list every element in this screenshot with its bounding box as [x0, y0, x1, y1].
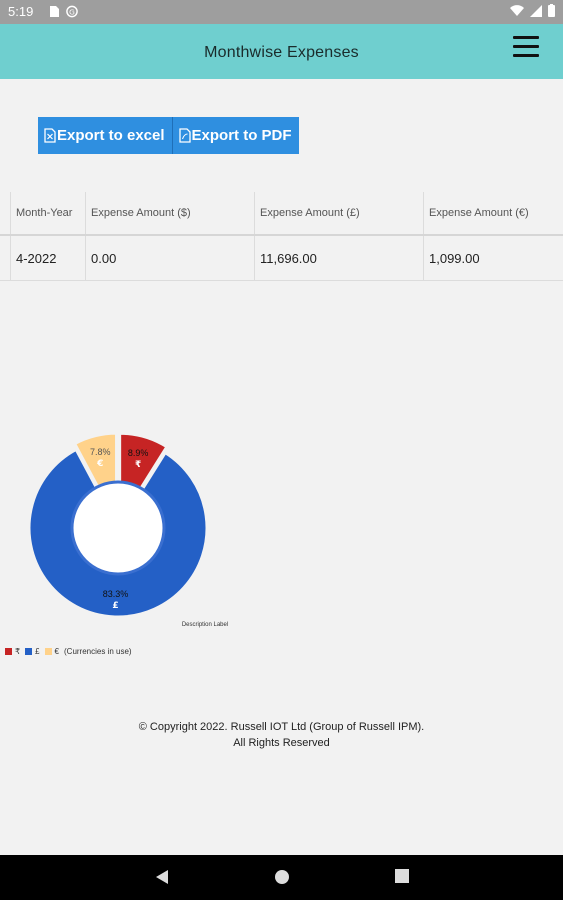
home-icon[interactable]: [274, 869, 290, 885]
table-cell: 11,696.00: [254, 236, 423, 280]
description-label: Description Label: [182, 622, 228, 628]
sim-icon: [50, 6, 59, 17]
legend-note: (Currencies in use): [64, 647, 132, 656]
recents-icon[interactable]: [395, 869, 409, 884]
svg-text:G: G: [69, 7, 75, 16]
wifi-icon: [510, 4, 524, 16]
legend-label: ₹: [15, 647, 21, 656]
export-excel-button[interactable]: Export to excel: [38, 117, 172, 154]
rights-text: All Rights Reserved: [233, 737, 330, 749]
copyright-text: © Copyright 2022. Russell IOT Ltd (Group…: [138, 721, 425, 733]
legend-swatch: [25, 648, 33, 655]
table-row[interactable]: 4-2022 0.00 11,696.00 1,099.00: [0, 236, 563, 281]
battery-icon: [548, 4, 555, 17]
column-header: Month-Year: [10, 192, 85, 234]
pdf-file-icon: [178, 128, 191, 143]
slice-percent-label: 7.8%: [90, 447, 111, 457]
app-bar: Monthwise Expenses: [0, 24, 563, 79]
table-header-row: Month-Year Expense Amount ($) Expense Am…: [0, 192, 563, 236]
currency-donut-chart: 8.9% ₹83.3% £7.8% € Description Label: [27, 431, 228, 628]
slice-percent-label: 83.3%: [103, 589, 129, 599]
table-cell: 1,099.00: [423, 236, 563, 280]
menu-icon-line: [513, 54, 539, 57]
status-bar: 5:19 G: [0, 0, 563, 24]
legend-swatch: [5, 648, 12, 655]
expenses-table: Month-Year Expense Amount ($) Expense Am…: [0, 192, 563, 281]
table-spacer: [0, 192, 10, 234]
excel-file-icon: [44, 128, 56, 143]
system-nav-bar: [0, 855, 563, 900]
slice-currency-label: ₹: [135, 460, 141, 470]
sync-icon: G: [66, 5, 78, 18]
footer: © Copyright 2022. Russell IOT Ltd (Group…: [0, 719, 563, 751]
back-icon[interactable]: [155, 869, 169, 885]
table-spacer: [0, 236, 10, 280]
column-header: Expense Amount ($): [85, 192, 254, 234]
signal-icon: [530, 4, 542, 17]
export-pdf-label: Export to PDF: [191, 127, 292, 144]
legend-label: €: [54, 647, 59, 656]
status-icons: [510, 4, 555, 17]
export-toolbar: Export to excel Export to PDF: [38, 117, 299, 154]
menu-icon-line: [513, 36, 539, 39]
column-header: Expense Amount (€): [423, 192, 563, 234]
status-time: 5:19: [8, 4, 34, 19]
chart-legend: ₹ £ € (Currencies in use): [5, 647, 132, 656]
table-cell: 0.00: [85, 236, 254, 280]
slice-currency-label: €: [96, 459, 103, 469]
menu-icon-line: [513, 45, 539, 48]
export-pdf-button[interactable]: Export to PDF: [171, 117, 299, 154]
donut-hole: [70, 480, 166, 576]
legend-swatch: [44, 648, 52, 655]
legend-label: £: [35, 647, 40, 656]
slice-currency-label: £: [112, 601, 118, 611]
slice-percent-label: 8.9%: [128, 448, 149, 458]
column-header: Expense Amount (£): [254, 192, 423, 234]
table-cell: 4-2022: [10, 236, 85, 280]
export-excel-label: Export to excel: [57, 127, 165, 144]
hamburger-menu-button[interactable]: [513, 36, 539, 58]
page-title: Monthwise Expenses: [204, 44, 359, 61]
